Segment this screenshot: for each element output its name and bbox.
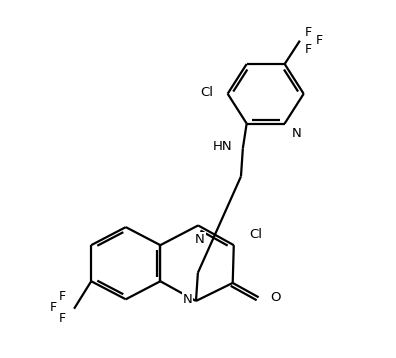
Text: Cl: Cl	[200, 86, 213, 98]
Text: F: F	[315, 34, 322, 47]
Text: F: F	[305, 25, 312, 39]
Text: HN: HN	[213, 140, 232, 153]
Text: F: F	[50, 300, 57, 314]
Text: O: O	[270, 291, 280, 304]
Text: N: N	[195, 233, 205, 246]
Text: F: F	[305, 43, 312, 56]
Text: F: F	[59, 312, 66, 325]
Text: Cl: Cl	[249, 228, 262, 241]
Text: F: F	[59, 290, 66, 303]
Text: N: N	[291, 127, 301, 140]
Text: N: N	[183, 293, 192, 306]
